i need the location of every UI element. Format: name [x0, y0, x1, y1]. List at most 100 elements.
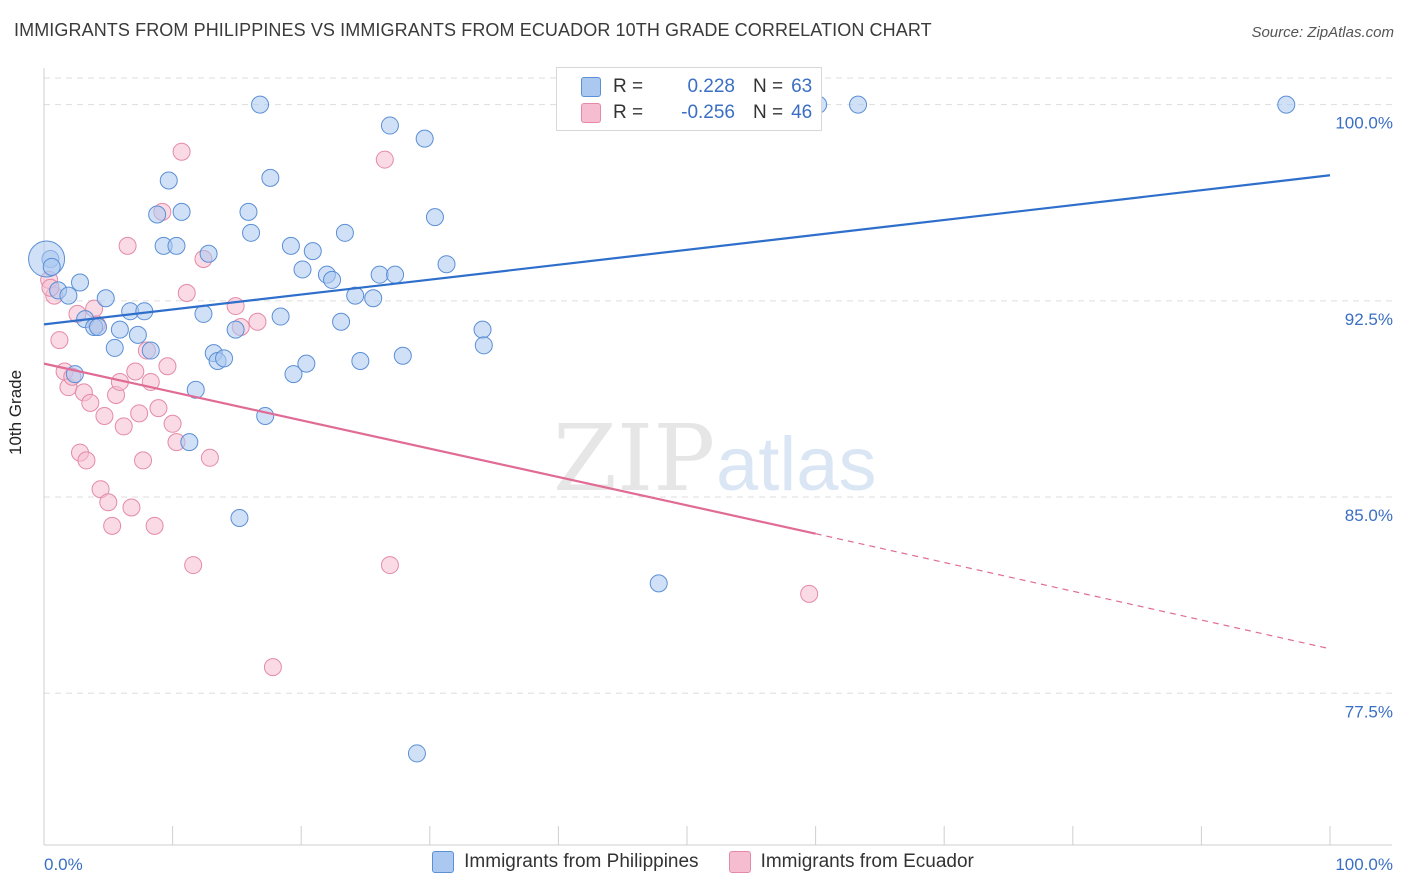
philippines-point	[172, 202, 191, 221]
ecuador-point	[134, 451, 153, 470]
series-label-philippines: Immigrants from Philippines	[464, 851, 699, 872]
series-legend-philippines[interactable]: Immigrants from Philippines	[432, 851, 699, 873]
ecuador-point	[50, 331, 69, 350]
philippines-point	[226, 320, 245, 339]
philippines-point	[215, 349, 234, 368]
watermark: ZIP atlas	[553, 405, 877, 512]
legend-r-label: R =	[613, 102, 644, 123]
ecuador-point	[184, 556, 203, 575]
ecuador-trend-line	[43, 362, 816, 535]
philippines-point	[473, 320, 492, 339]
ecuador-point	[263, 658, 282, 677]
ecuador-point	[158, 357, 177, 376]
philippines-point	[167, 236, 186, 255]
x-tick-label: 100.0%	[1335, 855, 1393, 874]
philippines-point	[96, 289, 115, 308]
philippines-point	[281, 236, 300, 255]
philippines-point	[128, 325, 147, 344]
philippines-point	[346, 286, 365, 305]
philippines-point	[261, 168, 280, 187]
ecuador-point	[103, 516, 122, 535]
philippines-point	[271, 307, 290, 326]
legend-r-value: -0.256	[681, 102, 735, 123]
ecuador-point	[145, 516, 164, 535]
philippines-point	[239, 202, 258, 221]
philippines-point	[364, 289, 383, 308]
chart-title: IMMIGRANTS FROM PHILIPPINES VS IMMIGRANT…	[14, 20, 932, 40]
philippines-point	[284, 365, 303, 384]
watermark-atlas: atlas	[716, 422, 877, 507]
ecuador-point	[248, 312, 267, 331]
series-legend: Immigrants from Philippines Immigrants f…	[0, 851, 1406, 873]
y-tick-label: 100.0%	[1335, 114, 1393, 133]
series-label-ecuador: Immigrants from Ecuador	[760, 851, 974, 872]
philippines-point	[297, 354, 316, 373]
philippines-point	[323, 270, 342, 289]
philippines-point	[105, 338, 124, 357]
legend-r-label: R =	[613, 76, 644, 97]
philippines-point	[393, 346, 412, 365]
trend-lines	[43, 174, 1331, 650]
philippines-point	[230, 508, 249, 527]
legend-n-value: 63	[791, 76, 813, 97]
ecuador-point	[77, 451, 96, 470]
ecuador-point	[130, 404, 149, 423]
philippines-point	[303, 242, 322, 261]
philippines-point	[474, 336, 493, 355]
philippines-point	[42, 257, 61, 276]
correlation-legend: R = 0.228 N = 63 R = -0.256 N = 46	[556, 67, 822, 131]
philippines-trend-line	[43, 174, 1331, 326]
philippines-points	[28, 95, 1296, 763]
philippines-point	[849, 95, 868, 114]
ecuador-point	[114, 417, 133, 436]
ecuador-point	[149, 399, 168, 418]
philippines-point	[351, 352, 370, 371]
philippines-point	[180, 433, 199, 452]
philippines-point	[407, 744, 426, 763]
tick-labels: 77.5% 85.0% 92.5% 100.0% 0.0% 100.0%	[44, 114, 1393, 874]
philippines-point	[380, 116, 399, 135]
philippines-point	[199, 244, 218, 263]
legend-r-value: 0.228	[687, 76, 735, 97]
ecuador-point	[163, 414, 182, 433]
philippines-point	[141, 341, 160, 360]
philippines-point	[89, 318, 108, 336]
y-tick-label: 92.5%	[1345, 310, 1393, 329]
philippines-point	[1277, 95, 1296, 114]
philippines-point	[332, 312, 351, 331]
philippines-point	[335, 223, 354, 242]
series-legend-ecuador[interactable]: Immigrants from Ecuador	[728, 851, 974, 873]
philippines-point	[386, 265, 405, 284]
philippines-point	[415, 129, 434, 148]
legend-n-label: N =	[753, 76, 784, 97]
y-tick-label: 77.5%	[1345, 702, 1393, 721]
ecuador-trend-extension	[815, 533, 1331, 650]
philippines-point	[251, 95, 270, 114]
ecuador-point	[126, 362, 145, 381]
legend-n-label: N =	[753, 102, 784, 123]
x-tick-label: 0.0%	[44, 855, 83, 874]
philippines-point	[293, 260, 312, 279]
ecuador-point	[81, 393, 100, 412]
source-label: Source: ZipAtlas.com	[1251, 24, 1394, 41]
series-swatch-blue	[432, 851, 455, 873]
legend-row-ecuador: R = -0.256 N = 46	[581, 100, 812, 126]
ecuador-point	[380, 556, 399, 575]
ecuador-point	[95, 406, 114, 425]
legend-swatch-pink	[581, 103, 601, 123]
philippines-point	[194, 304, 213, 323]
philippines-point	[186, 380, 205, 399]
gridlines	[44, 77, 1392, 694]
ecuador-point	[800, 584, 819, 603]
axes	[43, 68, 1392, 846]
philippines-point	[59, 286, 78, 305]
series-swatch-pink	[728, 851, 751, 873]
watermark-zip: ZIP	[553, 405, 715, 512]
ecuador-point	[99, 493, 118, 512]
ecuador-point	[375, 150, 394, 169]
ecuador-point	[226, 297, 245, 316]
y-tick-label: 85.0%	[1345, 506, 1393, 525]
ecuador-point	[122, 498, 141, 517]
ecuador-point	[177, 283, 196, 302]
